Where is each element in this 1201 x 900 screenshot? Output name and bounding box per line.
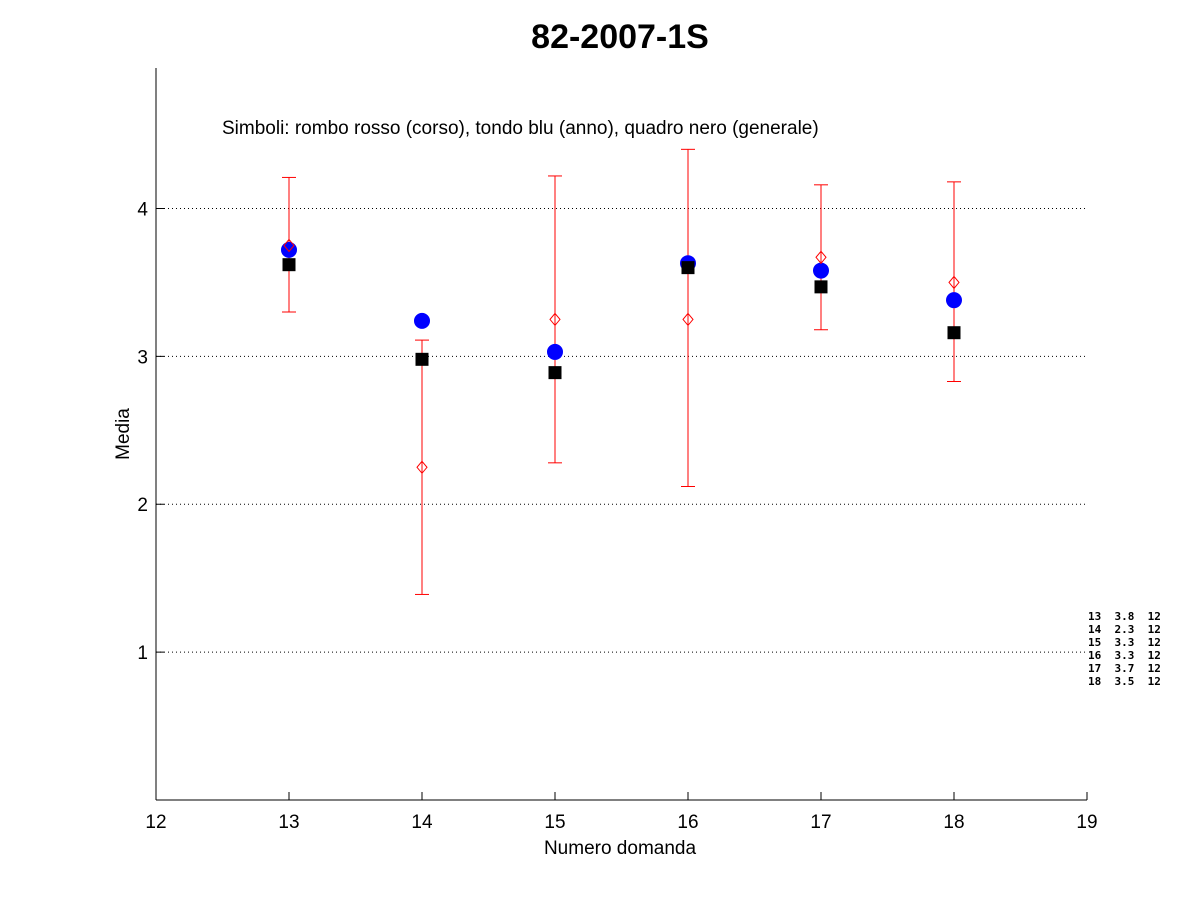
side-table-row: 16 3.3 12 xyxy=(1088,649,1161,662)
x-tick-label: 17 xyxy=(810,812,831,833)
y-tick-label: 3 xyxy=(137,347,148,368)
x-tick-label: 14 xyxy=(411,812,433,833)
x-tick-label: 15 xyxy=(544,812,565,833)
blue-circle-point xyxy=(813,262,829,279)
side-table-row: 18 3.5 12 xyxy=(1088,675,1161,688)
red-diamond-point xyxy=(283,238,295,253)
y-axis-label: Media xyxy=(113,408,134,460)
red-diamond-point xyxy=(682,312,694,327)
side-table-row: 17 3.7 12 xyxy=(1088,662,1161,675)
red-diamond-point xyxy=(416,460,428,475)
x-tick-label: 13 xyxy=(278,812,299,833)
symbols-legend-annotation: Simboli: rombo rosso (corso), tondo blu … xyxy=(222,118,819,139)
blue-circle-point xyxy=(946,292,962,309)
x-tick-label: 18 xyxy=(943,812,964,833)
red-diamond-point xyxy=(948,275,960,290)
blue-circle-point xyxy=(414,312,430,329)
y-tick-label: 1 xyxy=(137,643,148,664)
x-tick-label: 19 xyxy=(1076,812,1097,833)
black-square-point xyxy=(814,280,828,294)
x-axis-label: Numero domanda xyxy=(544,838,697,859)
black-square-point xyxy=(282,258,296,272)
x-tick-label: 12 xyxy=(145,812,166,833)
red-diamond-point xyxy=(549,312,561,327)
side-table-row: 15 3.3 12 xyxy=(1088,636,1161,649)
blue-circle-point xyxy=(547,343,563,360)
chart-title: 82-2007-1S xyxy=(531,18,709,56)
side-table-row: 14 2.3 12 xyxy=(1088,623,1161,636)
side-table-row: 13 3.8 12 xyxy=(1088,610,1161,623)
red-diamond-point xyxy=(815,250,827,265)
y-tick-label: 4 xyxy=(137,199,148,220)
black-square-point xyxy=(415,352,429,366)
x-tick-label: 16 xyxy=(677,812,698,833)
black-square-point xyxy=(947,326,961,340)
axes xyxy=(155,68,1087,801)
black-square-point xyxy=(548,366,562,380)
black-square-point xyxy=(681,261,695,275)
blue-circle-point xyxy=(281,241,297,258)
data-marks xyxy=(281,148,962,595)
y-tick-label: 2 xyxy=(137,495,148,516)
